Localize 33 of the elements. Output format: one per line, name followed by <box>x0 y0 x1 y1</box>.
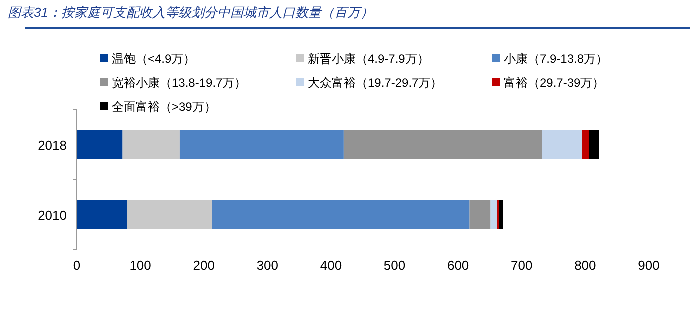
legend-label: 温饱（<4.9万） <box>112 52 196 66</box>
y-tick-label: 2010 <box>38 208 67 223</box>
bar <box>344 130 542 160</box>
bar <box>127 200 212 230</box>
legend-label: 新晋小康（4.9-7.9万） <box>308 52 430 66</box>
x-tick-label: 600 <box>447 258 470 273</box>
bar <box>77 200 128 230</box>
legend-label: 宽裕小康（13.8-19.7万） <box>112 76 247 90</box>
legend-label: 小康（7.9-13.8万） <box>504 52 608 66</box>
x-tick-label: 400 <box>320 258 342 273</box>
bar <box>582 130 590 160</box>
bar <box>180 130 344 160</box>
x-tick-label: 700 <box>511 258 533 273</box>
x-tick-label: 900 <box>638 258 660 273</box>
x-tick-label: 100 <box>130 258 152 273</box>
bar <box>542 130 582 160</box>
legend-label: 大众富裕（19.7-29.7万） <box>308 76 443 90</box>
bar <box>212 200 470 230</box>
x-tick-label: 300 <box>256 258 279 273</box>
x-tick-label: 200 <box>193 258 215 273</box>
legend-label: 全面富裕（>39万） <box>112 100 216 114</box>
x-tick-label: 500 <box>384 258 406 273</box>
bar <box>470 200 491 230</box>
y-tick-label: 2018 <box>38 138 67 153</box>
x-tick-label: 800 <box>574 258 596 273</box>
bar <box>499 200 504 230</box>
legend-label: 富裕（29.7-39万） <box>504 76 605 90</box>
bar <box>490 200 498 230</box>
x-tick-label: 0 <box>73 258 81 273</box>
bar <box>77 130 123 160</box>
chart-title: 图表31：按家庭可支配收入等级划分中国城市人口数量（百万） <box>8 5 374 20</box>
bar <box>589 130 600 160</box>
bar <box>122 130 180 160</box>
